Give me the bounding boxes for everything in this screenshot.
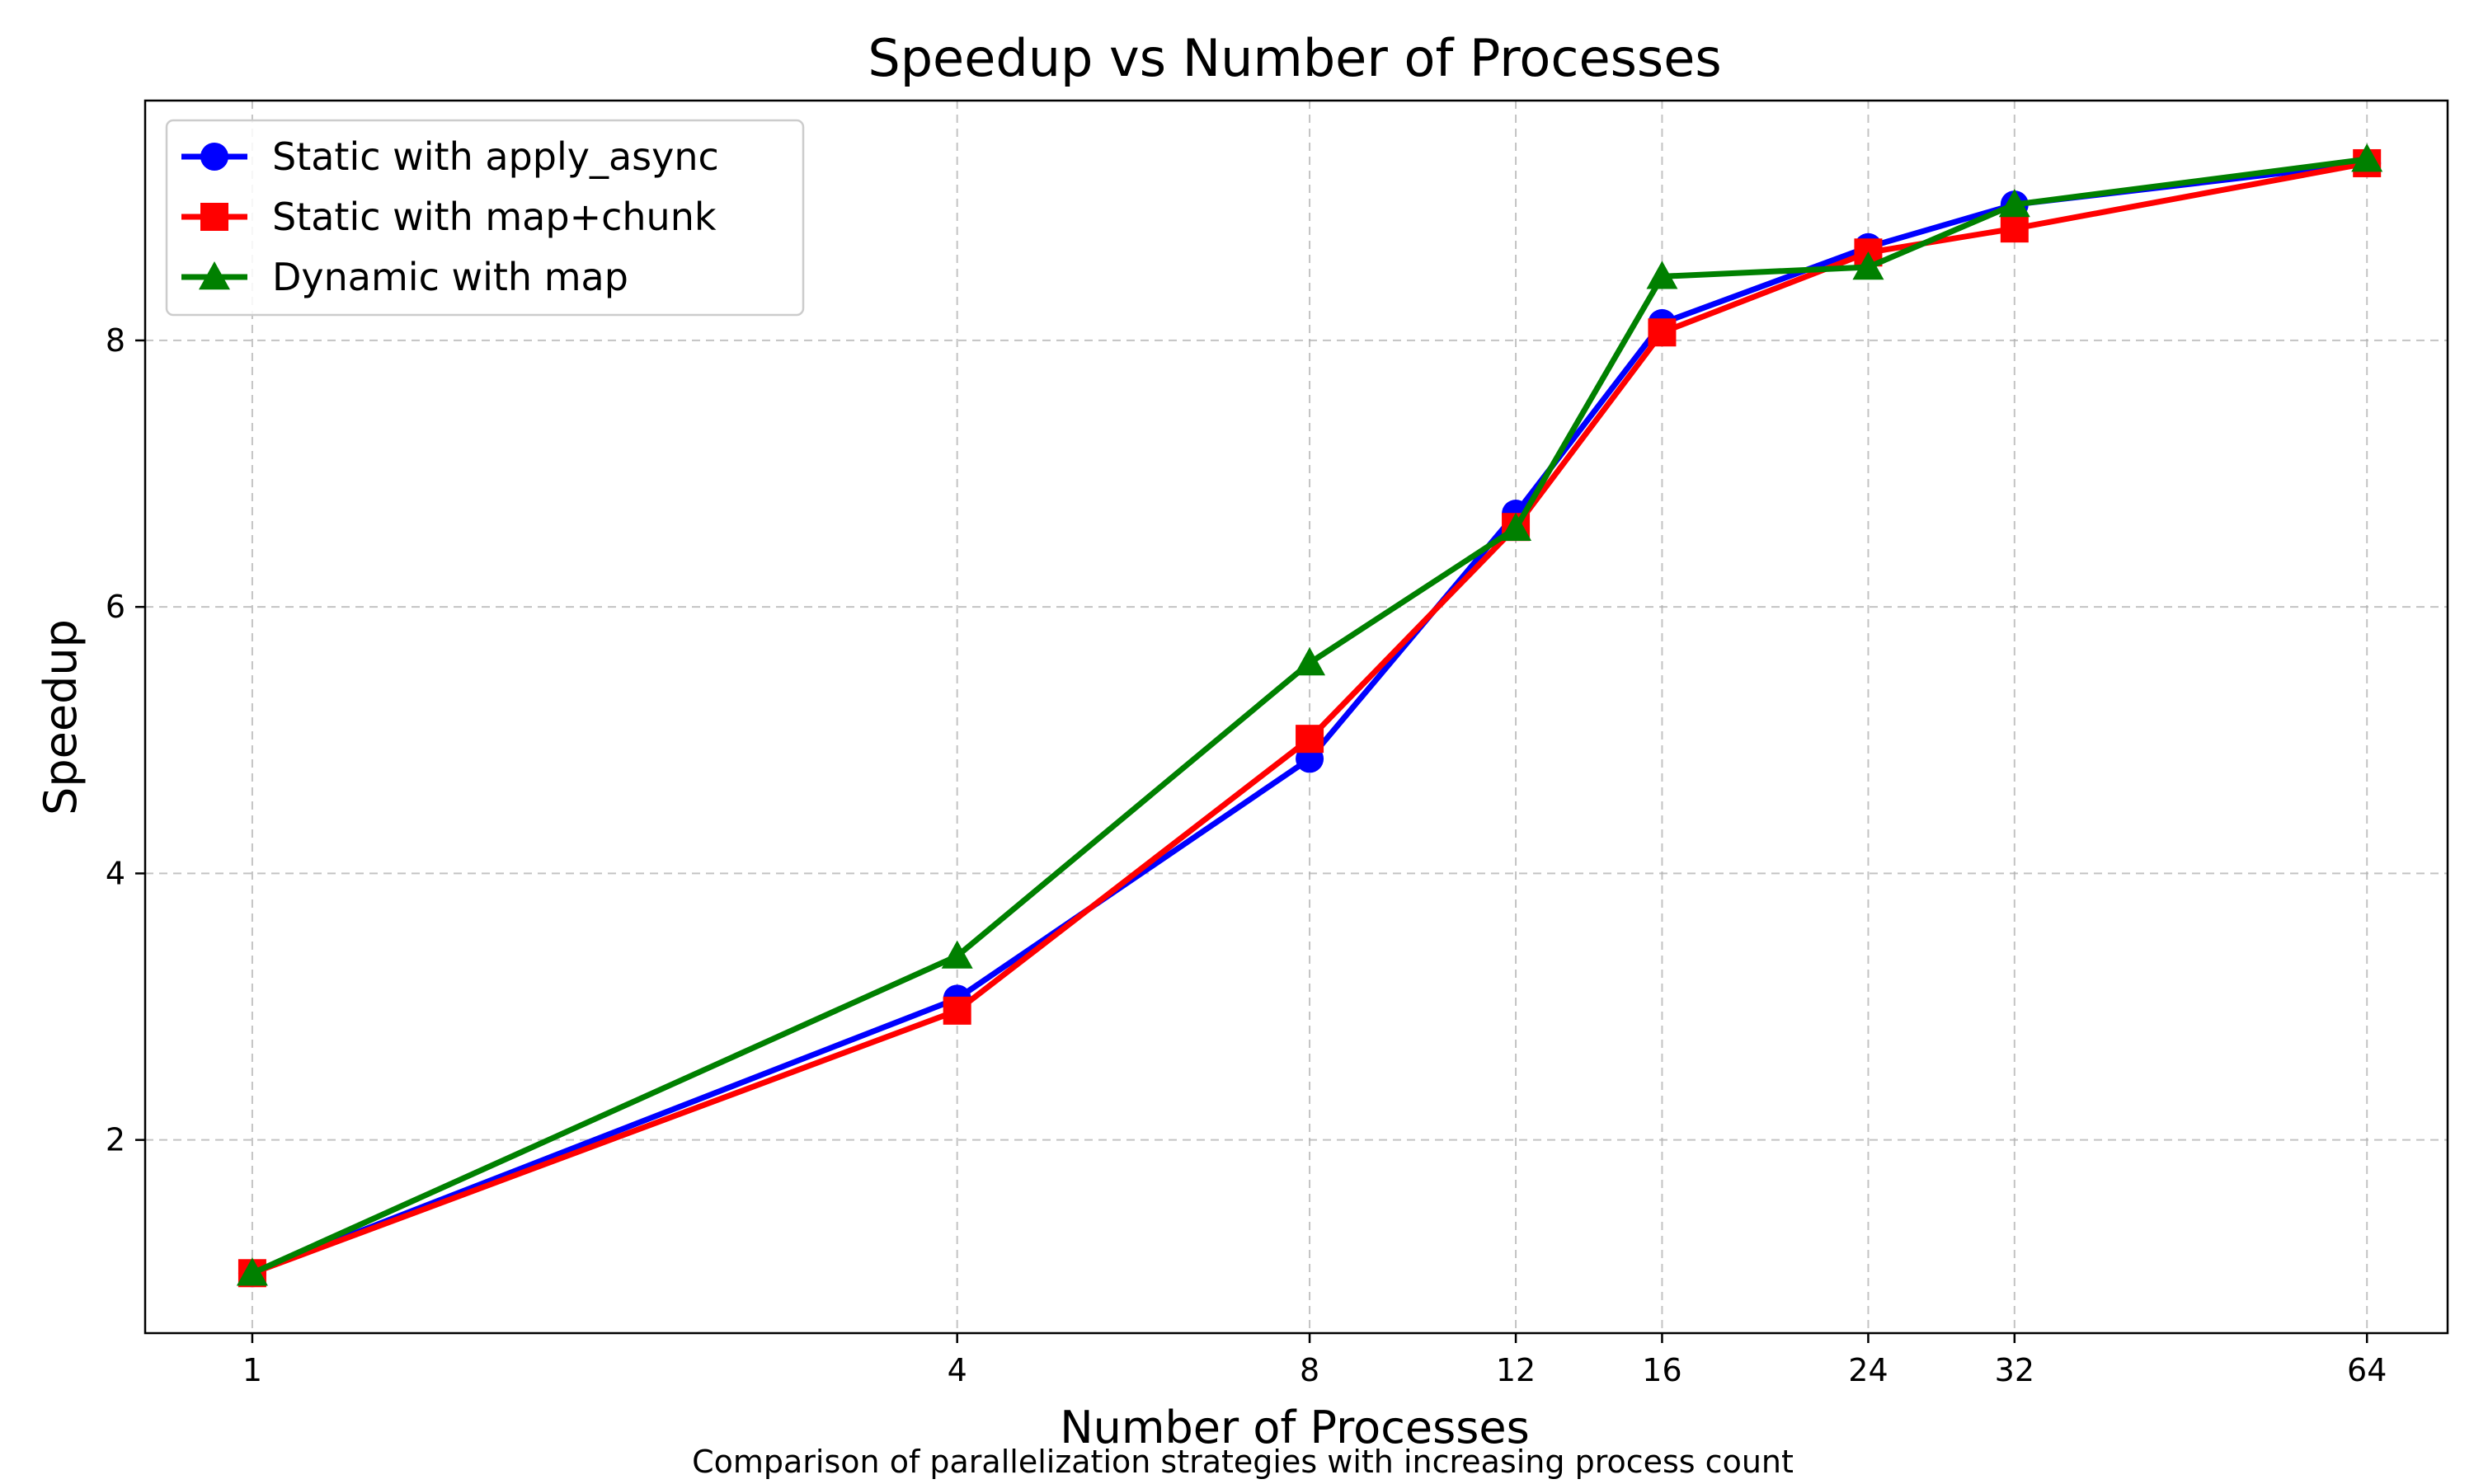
x-tick-label: 16 bbox=[1642, 1352, 1681, 1388]
data-point bbox=[1998, 189, 2030, 218]
data-point bbox=[943, 996, 971, 1025]
data-point bbox=[1648, 318, 1677, 347]
series-line bbox=[251, 160, 2368, 1276]
legend-item: Dynamic with map bbox=[181, 255, 628, 299]
series-line bbox=[251, 156, 2368, 1276]
legend-marker bbox=[199, 261, 230, 290]
data-point bbox=[2351, 143, 2383, 172]
series-triangle bbox=[236, 143, 2383, 1286]
x-tick-label: 32 bbox=[1995, 1352, 2034, 1388]
chart-title: Speedup vs Number of Processes bbox=[868, 28, 1721, 88]
data-point bbox=[1296, 725, 1324, 754]
x-tick-label: 8 bbox=[1300, 1352, 1319, 1388]
y-tick-label: 4 bbox=[106, 855, 125, 891]
x-tick-label: 4 bbox=[948, 1352, 967, 1388]
x-tick-label: 64 bbox=[2347, 1352, 2387, 1388]
y-tick-label: 6 bbox=[106, 589, 125, 625]
legend-label: Dynamic with map bbox=[272, 255, 628, 299]
data-point bbox=[1852, 251, 1884, 280]
y-tick-label: 2 bbox=[106, 1122, 125, 1158]
legend-marker bbox=[200, 203, 228, 231]
series-layer bbox=[236, 143, 2383, 1288]
legend-box bbox=[165, 119, 805, 317]
legend-item: Static with map+chunk bbox=[181, 195, 717, 239]
series-line bbox=[251, 160, 2368, 1276]
x-tick-label: 24 bbox=[1848, 1352, 1888, 1388]
x-tick-label: 12 bbox=[1496, 1352, 1536, 1388]
x-tick-label: 1 bbox=[242, 1352, 262, 1388]
data-point bbox=[1294, 647, 1326, 676]
legend: Static with apply_async Static with map+c… bbox=[165, 119, 805, 317]
legend-item: Static with apply_async bbox=[181, 134, 719, 179]
data-point bbox=[1500, 512, 1532, 542]
y-axis-label: Speedup bbox=[35, 619, 87, 815]
plot-frame bbox=[143, 99, 2449, 1335]
grid-lines bbox=[145, 101, 2448, 1333]
data-point bbox=[1646, 261, 1678, 289]
x-axis-label: Number of Processes bbox=[1060, 1402, 1530, 1453]
legend-marker bbox=[200, 143, 228, 171]
y-tick-label: 8 bbox=[106, 322, 125, 359]
data-point bbox=[236, 1257, 268, 1286]
chart-caption: Comparison of parallelization strategies… bbox=[692, 1444, 1794, 1480]
data-point bbox=[2000, 214, 2029, 243]
legend-label: Static with apply_async bbox=[272, 134, 719, 179]
data-point bbox=[941, 940, 973, 969]
legend-label: Static with map+chunk bbox=[272, 195, 717, 239]
